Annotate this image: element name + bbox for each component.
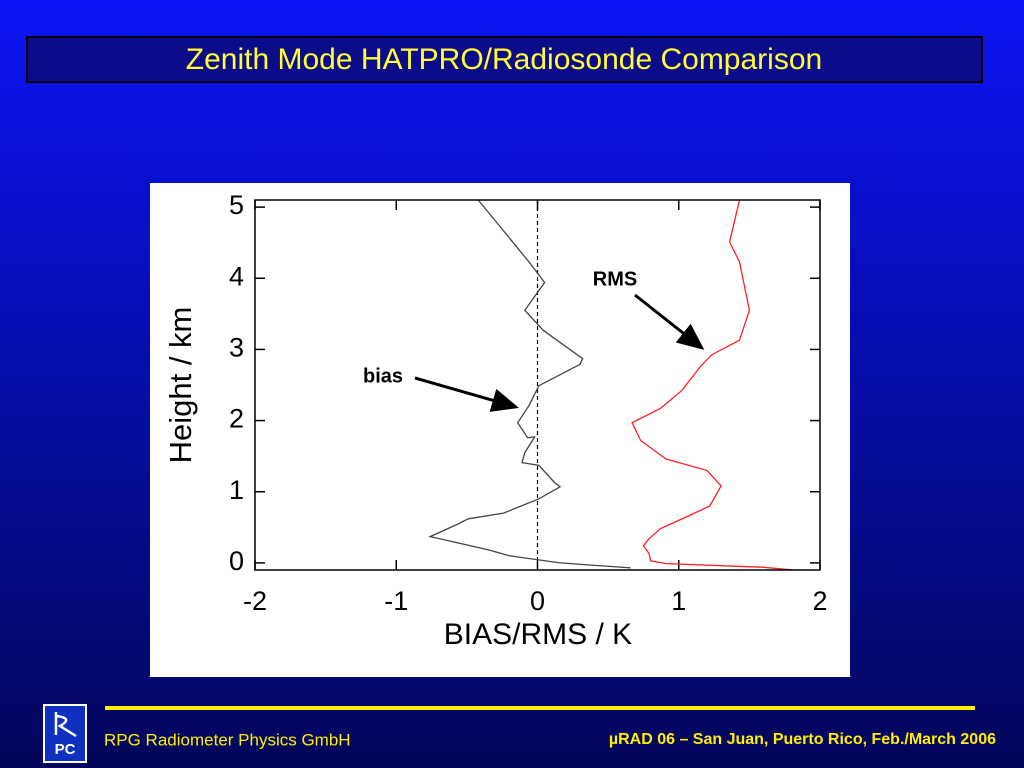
title-box bbox=[26, 36, 983, 83]
x-tick-label: -2 bbox=[243, 586, 267, 616]
footer-right: µRAD 06 – San Juan, Puerto Rico, Feb./Ma… bbox=[609, 731, 996, 748]
chart-background bbox=[150, 183, 850, 677]
y-tick-label: 1 bbox=[229, 475, 244, 505]
footer-left: RPG Radiometer Physics GmbH bbox=[104, 730, 351, 749]
slide-title: Zenith Mode HATPRO/Radiosonde Comparison bbox=[186, 43, 822, 76]
x-axis-label: BIAS/RMS / K bbox=[444, 618, 632, 651]
annotation: RMS bbox=[593, 268, 637, 290]
plot: -2 -1 0 1 2 0 1 2 3 4 5 bbox=[229, 190, 828, 616]
plot-frame bbox=[254, 199, 821, 571]
y-tick-label: 5 bbox=[229, 190, 244, 220]
annotation-arrow bbox=[634, 293, 705, 350]
logo-text: PC bbox=[55, 741, 76, 758]
logo bbox=[43, 704, 87, 763]
x-tick-label: -1 bbox=[384, 586, 408, 616]
y-axis-label: Height / km bbox=[163, 307, 198, 464]
y-tick-label: 4 bbox=[229, 261, 244, 291]
annotation: bias bbox=[363, 365, 403, 387]
y-tick-label: 2 bbox=[229, 404, 244, 434]
annotation-arrow bbox=[414, 376, 519, 412]
y-tick-label: 0 bbox=[229, 546, 244, 576]
data-line bbox=[631, 199, 794, 571]
x-tick-label: 0 bbox=[530, 586, 545, 616]
x-tick-label: 2 bbox=[812, 586, 827, 616]
data-line bbox=[428, 199, 631, 569]
y-tick-label: 3 bbox=[229, 333, 244, 363]
x-tick-label: 1 bbox=[671, 586, 686, 616]
logo-mark bbox=[54, 712, 77, 738]
